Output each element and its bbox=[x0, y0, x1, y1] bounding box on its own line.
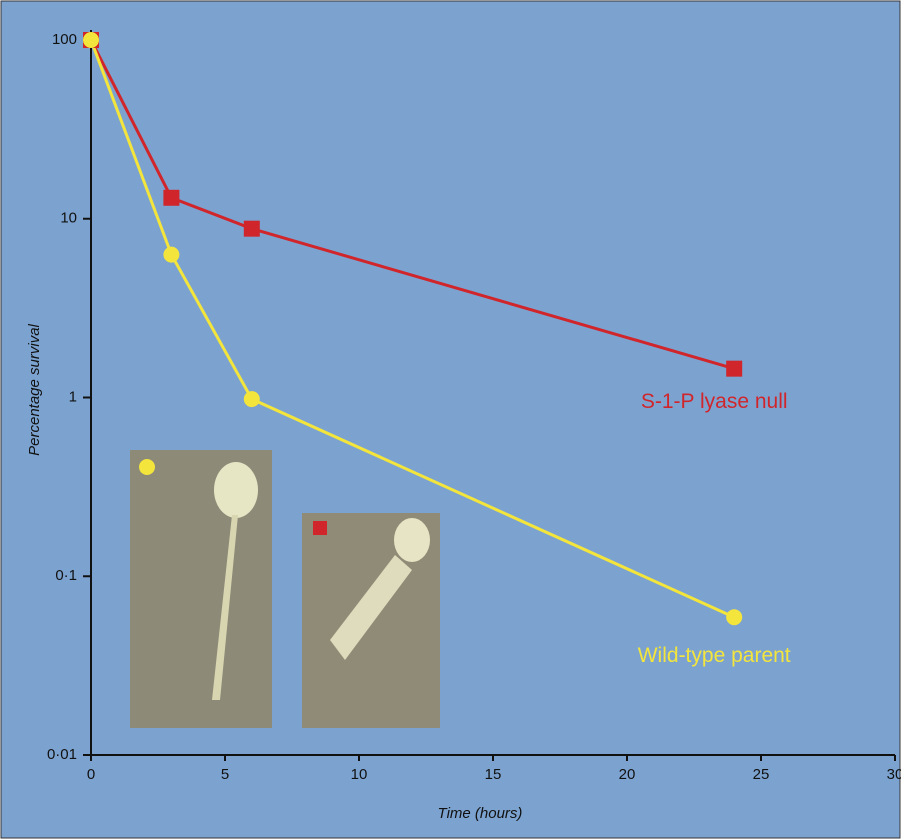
x-tick-label: 10 bbox=[351, 766, 368, 783]
marker bbox=[163, 247, 179, 263]
y-tick-label: 0·1 bbox=[55, 567, 77, 584]
x-tick-label: 30 bbox=[887, 766, 901, 783]
marker bbox=[726, 609, 742, 625]
marker bbox=[83, 32, 99, 48]
y-tick-label: 100 bbox=[52, 31, 77, 48]
photo-spore-head bbox=[394, 518, 430, 562]
photo-spore-head bbox=[214, 462, 258, 518]
marker bbox=[726, 361, 742, 377]
x-tick-label: 25 bbox=[753, 766, 770, 783]
marker bbox=[244, 221, 260, 237]
x-tick-label: 20 bbox=[619, 766, 636, 783]
legend-label: Wild-type parent bbox=[638, 644, 791, 667]
x-tick-label: 5 bbox=[221, 766, 229, 783]
x-tick-label: 15 bbox=[485, 766, 502, 783]
legend-label: S-1-P lyase null bbox=[641, 390, 788, 413]
y-tick-label: 10 bbox=[60, 210, 77, 227]
y-tick-label: 0·01 bbox=[47, 746, 77, 763]
y-axis-label: Percentage survival bbox=[26, 323, 43, 455]
chart: Percentage survival Time (hours) 0·01 0·1… bbox=[0, 0, 901, 839]
marker bbox=[163, 190, 179, 206]
photo-marker bbox=[313, 521, 327, 535]
x-axis-label: Time (hours) bbox=[438, 805, 523, 822]
y-tick-label: 1 bbox=[69, 388, 77, 405]
x-tick-label: 0 bbox=[87, 766, 95, 783]
photo-marker bbox=[139, 459, 155, 475]
marker bbox=[244, 391, 260, 407]
